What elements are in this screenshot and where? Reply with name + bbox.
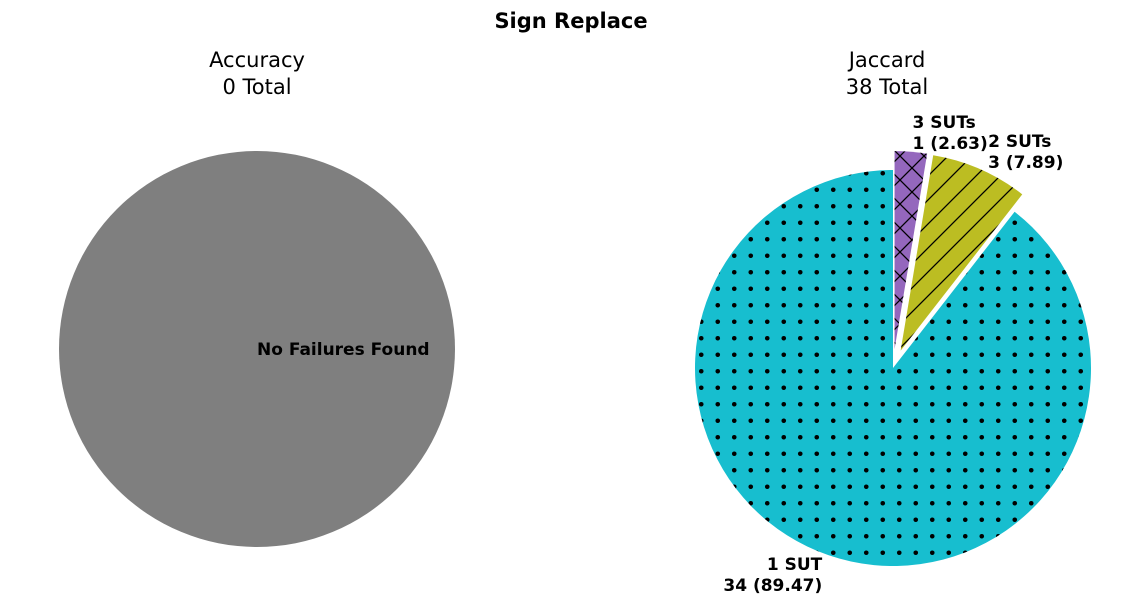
accuracy-pie: Accuracy 0 Total No Failures Found (59, 48, 455, 547)
slice-label-1-sut: 1 SUT 34 (89.47) (723, 555, 822, 596)
figure-title: Sign Replace (494, 9, 647, 33)
slice-label-3-suts: 3 SUTs 1 (2.63) (913, 113, 988, 154)
slice-hatch-3-suts (894, 151, 928, 350)
jaccard-slice-labels: 1 SUT 34 (89.47) 2 SUTs 3 (7.89)3 SUTs 1 (2.… (723, 113, 1063, 596)
slice-label-2-suts: 2 SUTs 3 (7.89) (988, 132, 1063, 173)
slice-hatch-2-suts (900, 155, 1023, 351)
jaccard-slices (694, 151, 1091, 566)
accuracy-title: Accuracy (209, 48, 305, 72)
empty-pie-disc (59, 151, 455, 547)
jaccard-title: Jaccard (847, 48, 926, 72)
slice-hatch-1-sut (694, 170, 1091, 566)
no-failures-label: No Failures Found (257, 340, 430, 360)
jaccard-total: 38 Total (846, 75, 928, 99)
accuracy-total: 0 Total (222, 75, 291, 99)
jaccard-pie: Jaccard 38 Total 1 SUT 34 (89.47) 2 SUTs 3 … (694, 48, 1091, 596)
